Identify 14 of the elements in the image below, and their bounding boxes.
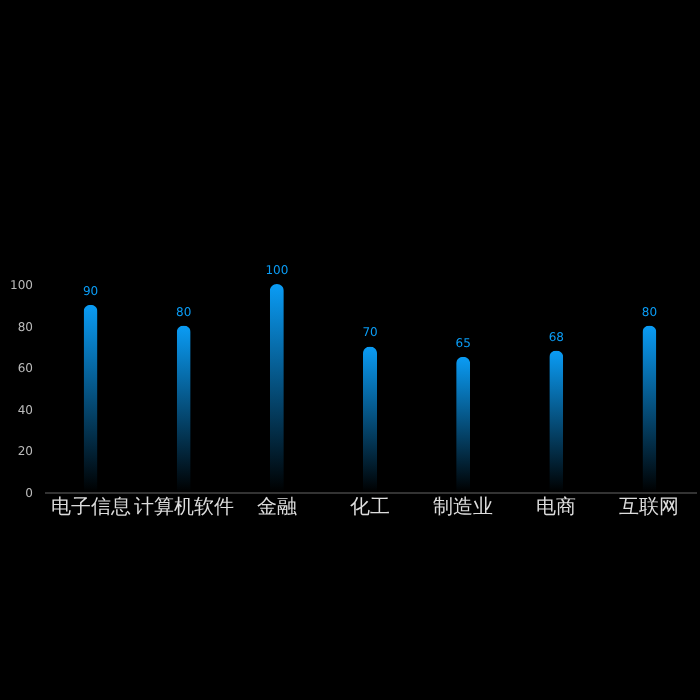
bar — [456, 356, 471, 492]
bar — [176, 325, 191, 492]
x-tick-label: 互联网 — [619, 495, 680, 519]
bar — [83, 304, 98, 492]
x-tick-label: 制造业 — [433, 495, 494, 519]
x-tick-label: 化工 — [350, 495, 390, 519]
x-tick-label: 金融 — [256, 495, 297, 519]
bar — [363, 346, 377, 492]
bar — [549, 350, 564, 492]
bar — [269, 284, 284, 492]
bar — [642, 325, 657, 492]
x-tick-label: 电商 — [536, 495, 577, 519]
x-tick-label: 计算机软件 — [133, 495, 234, 519]
x-tick-label: 电子信息 — [50, 495, 131, 519]
